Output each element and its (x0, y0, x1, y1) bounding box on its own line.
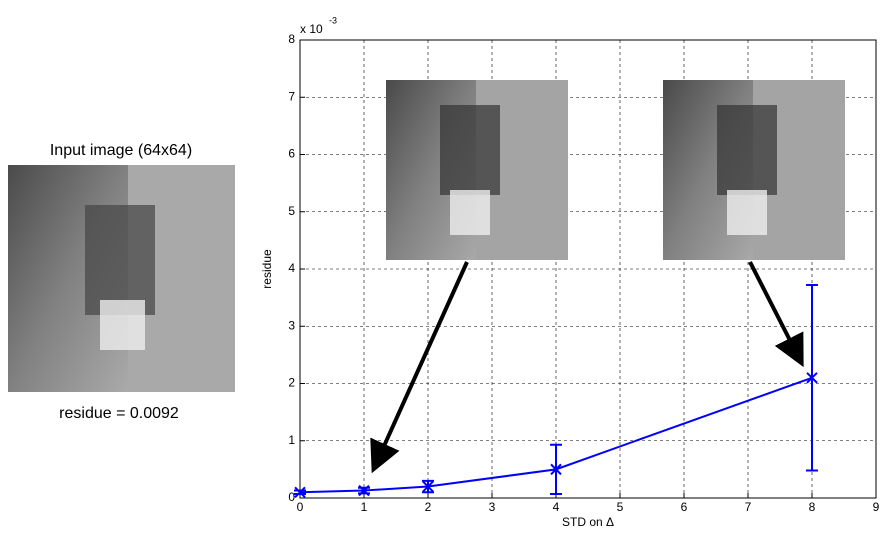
x-tick-label: 8 (809, 500, 816, 514)
y-tick-label: 6 (288, 147, 295, 161)
y-tick-label: 0 (288, 490, 295, 504)
arrow (370, 261, 469, 474)
point-marker (422, 480, 434, 493)
x-tick-label: 4 (553, 500, 560, 514)
inset-image (386, 80, 568, 260)
y-multiplier: x 10 (300, 22, 323, 36)
x-tick-label: 9 (873, 500, 880, 514)
y-tick-label: 8 (288, 32, 295, 46)
y-axis-label: residue (260, 249, 274, 289)
inset-image (663, 80, 845, 260)
x-tick-label: 2 (425, 500, 432, 514)
x-tick-label: 6 (681, 500, 688, 514)
x-tick-label: 5 (617, 500, 624, 514)
arrow (748, 261, 804, 368)
x-tick-label: 7 (745, 500, 752, 514)
y-tick-label: 4 (288, 261, 295, 275)
input-title: Input image (64x64) (50, 142, 192, 159)
input-caption: residue = 0.0092 (59, 405, 179, 422)
x-tick-label: 0 (297, 500, 304, 514)
y-tick-label: 5 (288, 204, 295, 218)
y-tick-label: 2 (288, 376, 295, 390)
point-marker (358, 484, 370, 497)
x-tick-label: 1 (361, 500, 368, 514)
input-image (8, 165, 235, 392)
y-tick-label: 1 (288, 433, 295, 447)
point-marker (294, 486, 306, 498)
y-tick-label: 7 (288, 89, 295, 103)
point-marker (550, 463, 562, 476)
y-tick-label: 3 (288, 318, 295, 332)
y-multiplier-exponent: -3 (329, 15, 337, 25)
x-tick-label: 3 (489, 500, 496, 514)
x-axis-label: STD on Δ (562, 515, 614, 529)
point-marker (806, 372, 818, 384)
